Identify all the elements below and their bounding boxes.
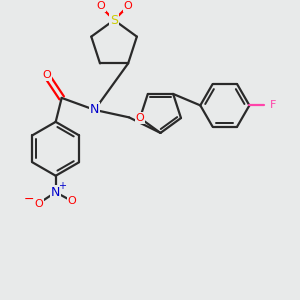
- Text: N: N: [51, 186, 60, 199]
- Text: O: O: [136, 113, 144, 123]
- Text: O: O: [96, 1, 105, 11]
- Text: O: O: [124, 1, 132, 11]
- Text: S: S: [110, 14, 118, 27]
- Text: +: +: [58, 181, 66, 190]
- Text: F: F: [270, 100, 276, 110]
- Text: N: N: [90, 103, 99, 116]
- Text: −: −: [23, 193, 34, 206]
- Text: O: O: [42, 70, 51, 80]
- Text: O: O: [68, 196, 76, 206]
- Text: O: O: [34, 199, 43, 208]
